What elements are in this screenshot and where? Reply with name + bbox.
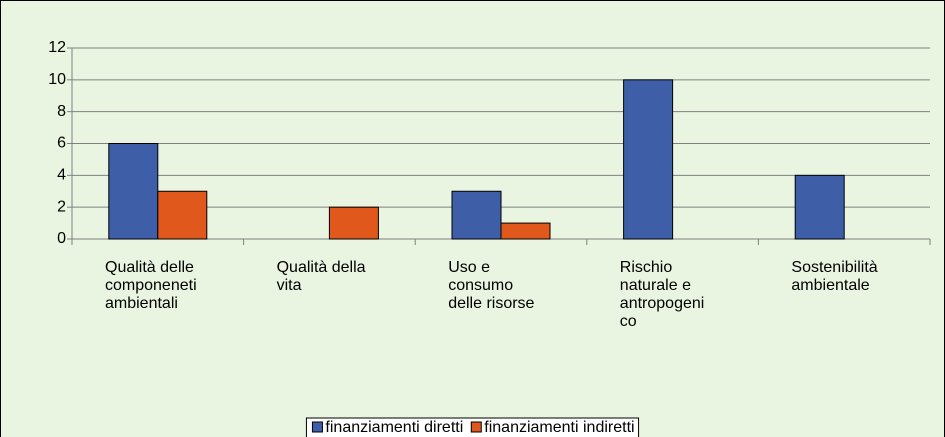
bar [328, 206, 379, 240]
y-tick-label: 12 [48, 39, 66, 56]
y-tick-label: 4 [57, 167, 66, 184]
bar [500, 222, 551, 240]
x-tick-label: Qualità delle componeneti ambientali [105, 259, 197, 312]
legend: finanziamenti diretti finanziamenti indir… [305, 417, 640, 437]
legend-label: finanziamenti indiretti [484, 419, 634, 436]
y-tick-label: 8 [57, 103, 66, 120]
bar [108, 143, 159, 240]
y-tick-label: 10 [48, 71, 66, 88]
bar [157, 190, 208, 240]
x-tick-label: Uso e consumo delle risorse [448, 259, 534, 312]
bar [451, 190, 502, 240]
y-tick-label: 6 [57, 135, 66, 152]
x-tick-label: Qualità della vita [277, 259, 366, 294]
legend-swatch [311, 421, 323, 433]
bar [623, 79, 674, 240]
bar [794, 174, 845, 240]
x-tick-label: Rischio naturale e antropogeni co [620, 259, 705, 330]
legend-label: finanziamenti diretti [325, 419, 463, 436]
y-tick-label: 2 [57, 198, 66, 215]
legend-swatch [470, 421, 482, 433]
x-tick-label: Sostenibilità ambientale [791, 259, 877, 294]
y-tick-label: 0 [57, 230, 66, 247]
